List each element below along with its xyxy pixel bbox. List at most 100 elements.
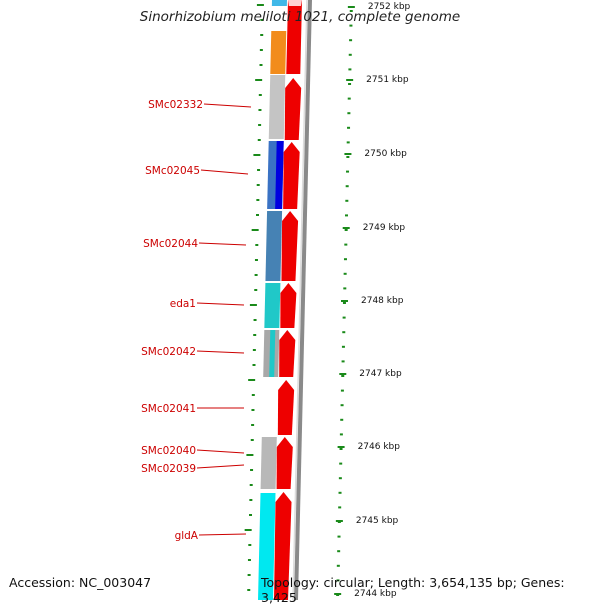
gene-label-line [196,464,245,469]
scale-minor-tick [340,404,344,407]
gene-label: SMc02039 [141,463,196,475]
scale-minor-tick [345,185,349,188]
scale-tick-marks [334,6,355,596]
gene-label-line [196,350,245,354]
cds-arrow [276,437,293,489]
inner-minor-tick [247,574,251,576]
inner-minor-tick [257,169,261,171]
cds-arrow [283,142,300,209]
gene-label-line [196,449,245,454]
scale-minor-tick [344,243,348,246]
gene-labels: SMc02332 SMc02045 SMc02044 eda1 SMc02042 SMc0… [141,99,203,542]
inner-minor-tick [251,409,255,411]
cds-arrow-top-fade [288,0,302,6]
scale-minor-tick [339,433,343,436]
inner-minor-tick [251,394,255,396]
inner-minor-tick [258,109,262,111]
cog-block [265,211,283,281]
inner-minor-tick [260,34,264,36]
scale-minor-tick [343,272,347,275]
inner-major-tick [256,4,264,6]
scale-minor-tick [348,68,352,71]
scale-minor-tick [337,535,341,538]
inner-major-tick [251,229,259,231]
scale-label: 2746 kbp [358,442,401,452]
scale-minor-tick [349,10,353,12]
backbone-line [294,0,312,600]
scale-minor-tick [339,462,343,465]
scale-label: 2750 kbp [364,149,407,159]
cog-block [264,283,281,328]
gene-label: SMc02042 [141,346,196,358]
cog-block [258,493,276,600]
scale-minor-tick [341,345,345,348]
inner-minor-tick [254,259,258,261]
gene-label-line [200,169,249,175]
forward-cds-lane [274,0,302,600]
inner-minor-tick [255,244,259,246]
accession-text: Accession: NC_003047 [9,575,152,590]
scale-label: 2745 kbp [356,516,399,526]
gene-label-lines [196,103,252,536]
gene-label: SMc02332 [148,99,203,111]
scale-minor-tick [348,83,352,85]
scale-minor-tick [341,375,345,377]
inner-major-tick [255,79,263,81]
scale-major-tick [341,300,348,302]
scale-minor-tick [340,389,344,392]
scale-minor-tick [349,24,353,27]
scale-minor-tick [336,579,340,582]
inner-minor-tick [249,484,253,486]
scale-minor-tick [343,258,347,261]
inner-minor-tick [254,289,258,291]
backbone-highlight [292,0,308,600]
inner-minor-tick [256,199,260,201]
scale-minor-tick [346,170,350,173]
scale-major-tick [335,520,343,522]
scale-major-tick [334,593,342,595]
cds-arrow [286,0,302,74]
scale-major-tick [339,373,347,375]
scale-label: 2747 kbp [359,369,402,379]
scale-label: 2752 kbp [368,2,411,12]
cds-arrow [284,78,302,140]
inner-minor-tick [258,124,262,126]
scale-minor-tick [346,156,350,158]
cog-block-strip [275,141,284,209]
scale-minor-tick [342,302,346,304]
gene-label-line [198,242,247,246]
inner-minor-tick [253,319,257,321]
scale-minor-tick [341,360,345,363]
scale-minor-tick [340,418,344,421]
scale-major-tick [346,79,354,81]
inner-minor-tick [247,559,251,561]
scale-label: 2751 kbp [366,75,409,85]
scale-minor-tick [342,331,346,334]
gene-label: SMc02044 [143,238,198,250]
topology-text: Topology: circular; Length: 3,654,135 bp… [261,575,565,605]
inner-major-tick [253,154,261,156]
inner-minor-tick [250,469,254,471]
inner-tick-marks [244,4,264,591]
inner-minor-tick [259,64,263,66]
gene-label: SMc02045 [145,165,200,177]
scale-minor-tick [337,550,341,553]
cds-arrow [280,283,297,328]
inner-minor-tick [247,589,251,591]
inner-major-tick [248,379,256,381]
gene-label: eda1 [170,298,196,310]
scale-minor-tick [338,491,342,494]
scale-minor-tick [336,564,340,567]
inner-major-tick [244,529,252,531]
inner-minor-tick [248,544,252,546]
inner-minor-tick [259,49,263,51]
scale-minor-tick [338,506,342,509]
inner-minor-tick [254,274,258,276]
gene-label: gldA [175,530,199,542]
inner-minor-tick [260,19,264,21]
scale-minor-tick [346,141,350,144]
scale-minor-tick [347,97,351,100]
map-title: Sinorhizobium meliloti 1021, complete ge… [139,9,461,25]
scale-minor-tick [343,287,347,290]
